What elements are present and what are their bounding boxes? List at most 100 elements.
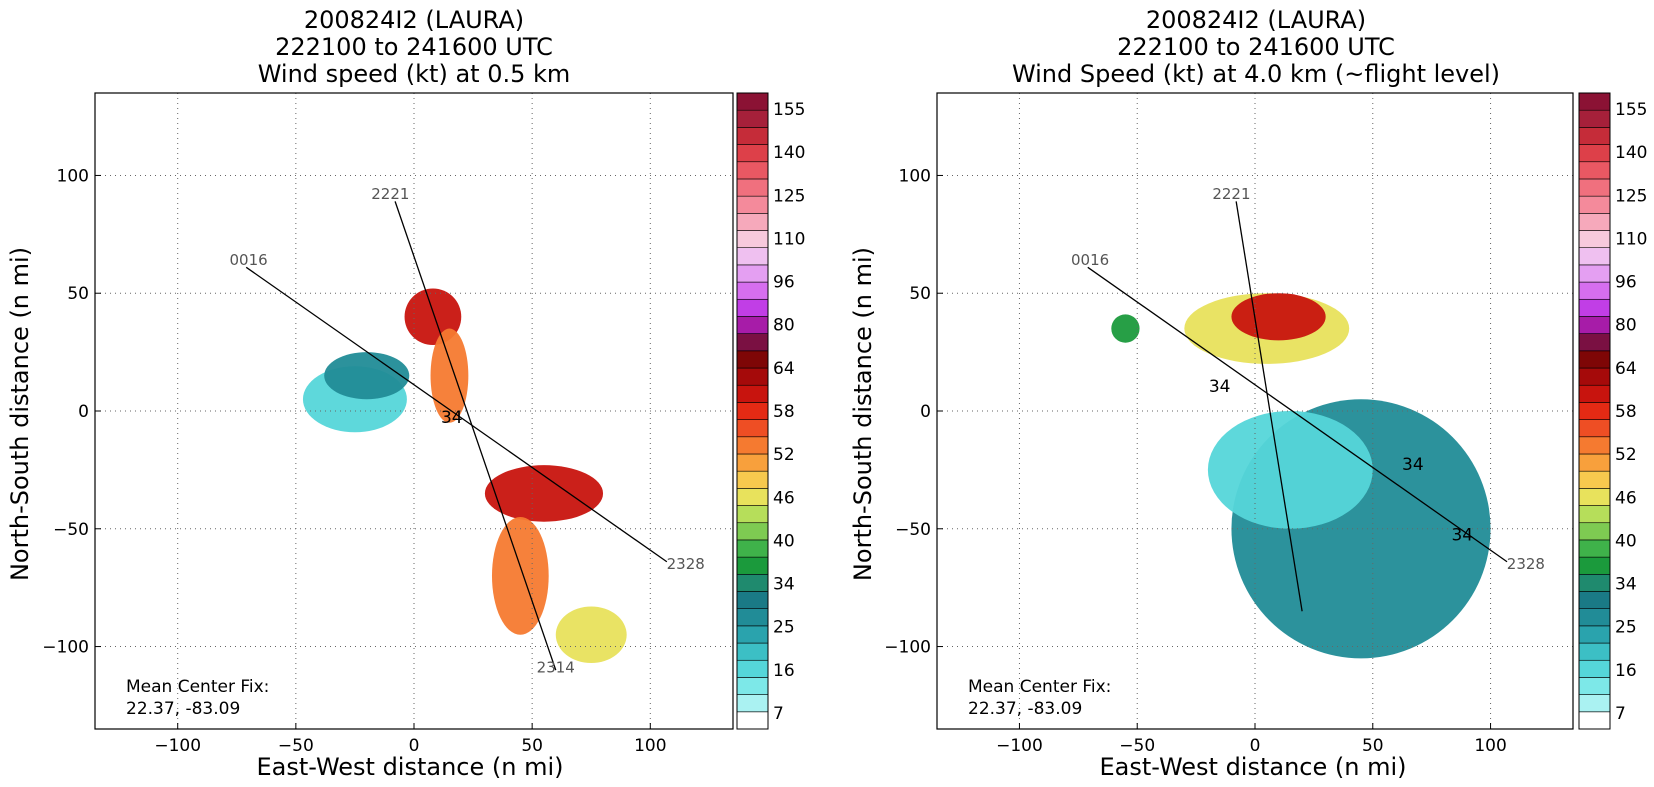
colorbar-swatch	[736, 419, 769, 438]
colorbar-swatch	[1578, 419, 1611, 438]
colorbar-swatch	[1578, 505, 1611, 524]
colorbar-swatch	[1578, 659, 1611, 678]
colorbar-swatch	[1578, 556, 1611, 575]
contour-label: 34	[1209, 377, 1231, 397]
colorbar-swatch	[1578, 436, 1611, 455]
colorbar: 155 140 125 110 96 80 64 58 52 46 40 34 25 16 7	[736, 92, 805, 730]
panel-title-line-2: 222100 to 241600 UTC	[275, 33, 553, 61]
colorbar-swatch	[736, 195, 769, 214]
wind-region-46	[555, 606, 627, 664]
colorbar-swatch	[736, 642, 769, 661]
colorbar-label: 58	[1615, 402, 1637, 422]
y-tick-label: 50	[909, 284, 931, 304]
x-tick-label: 0	[409, 736, 420, 756]
colorbar-label: 96	[773, 273, 795, 293]
colorbar-frame	[1578, 92, 1611, 730]
x-tick-label: −50	[1119, 736, 1155, 756]
y-tick-label: 0	[78, 402, 89, 422]
colorbar-swatch	[1578, 247, 1611, 266]
x-axis-label: East-West distance (n mi)	[256, 753, 563, 781]
colorbar-swatch	[1578, 384, 1611, 403]
colorbar-swatch	[1578, 608, 1611, 627]
colorbar-swatch	[1578, 711, 1611, 730]
track-time-label: 0016	[1071, 251, 1109, 269]
colorbar-swatch	[736, 625, 769, 644]
colorbar-swatch	[736, 384, 769, 403]
colorbar-swatch	[1578, 298, 1611, 317]
colorbar-label: 25	[773, 618, 795, 638]
center-fix-label: Mean Center Fix:	[968, 677, 1111, 697]
colorbar-swatch	[736, 230, 769, 249]
x-tick-label: 100	[1474, 736, 1506, 756]
colorbar-swatch	[736, 539, 769, 558]
colorbar-label: 16	[773, 661, 795, 681]
contour-label: 34	[1402, 455, 1424, 475]
x-tick-label: −50	[278, 736, 314, 756]
y-tick-label: 50	[67, 284, 89, 304]
colorbar-swatch	[736, 659, 769, 678]
track-time-label: 2328	[1507, 555, 1545, 573]
flight-track-segment	[394, 201, 557, 671]
y-tick-label: 100	[899, 166, 931, 186]
colorbar-label: 34	[1615, 575, 1637, 595]
track-time-label: 0016	[229, 251, 267, 269]
contour-label: 34	[1451, 526, 1473, 546]
track-time-label: 2314	[537, 658, 575, 676]
x-tick-label: −100	[154, 736, 201, 756]
colorbar-label: 110	[1615, 229, 1647, 249]
colorbar-swatch	[736, 350, 769, 369]
flight-track-segment	[1087, 266, 1508, 563]
colorbar-label: 46	[773, 488, 795, 508]
x-tick-label: 50	[1362, 736, 1384, 756]
colorbar-label: 64	[1615, 359, 1637, 379]
wind-field	[302, 288, 627, 664]
wind-region-34	[1111, 314, 1140, 343]
panel-title-line-1: 200824I2 (LAURA)	[1146, 6, 1366, 34]
colorbar-swatch	[1578, 642, 1611, 661]
colorbar-swatch	[1578, 573, 1611, 592]
colorbar-label: 140	[773, 143, 805, 163]
colorbar-swatch	[1578, 127, 1611, 145]
colorbar-swatch	[1578, 230, 1611, 249]
colorbar-swatch	[1578, 316, 1611, 334]
colorbar-swatch	[1578, 333, 1611, 352]
colorbar-swatch	[736, 127, 769, 145]
track-time-label: 2221	[371, 185, 409, 203]
x-tick-label: 0	[1250, 736, 1261, 756]
colorbar-swatch	[736, 470, 769, 489]
colorbar-swatch	[1578, 488, 1611, 506]
colorbar-swatch	[736, 161, 769, 180]
colorbar-swatch	[1578, 522, 1611, 541]
colorbar-swatch	[1578, 591, 1611, 609]
colorbar-swatch	[1578, 281, 1611, 300]
colorbar-label: 125	[773, 186, 805, 206]
colorbar-swatch	[736, 298, 769, 317]
colorbar-swatch	[736, 436, 769, 455]
panel-flight-level: 200824I2 (LAURA) 222100 to 241600 UTC Wi…	[849, 6, 1647, 781]
colorbar-label: 7	[1615, 704, 1626, 724]
colorbar-swatch	[1578, 367, 1611, 386]
colorbar-label: 80	[1615, 316, 1637, 336]
wind-region-16	[1207, 411, 1373, 529]
colorbar-swatch	[1578, 453, 1611, 472]
colorbar-swatch	[736, 333, 769, 352]
colorbar-swatch	[736, 488, 769, 506]
colorbar-frame	[736, 92, 769, 730]
y-tick-label: −100	[884, 638, 931, 658]
colorbar-swatch	[736, 453, 769, 472]
colorbar-swatch	[1578, 539, 1611, 558]
y-tick-label: 100	[57, 166, 89, 186]
panel-title-line-3: Wind speed (kt) at 0.5 km	[258, 60, 571, 88]
y-axis-label: North-South distance (n mi)	[849, 247, 877, 581]
center-fix-label: Mean Center Fix:	[126, 677, 269, 697]
panel-low-level: 200824I2 (LAURA) 222100 to 241600 UTC Wi…	[6, 6, 805, 781]
track-time-label: 2221	[1212, 185, 1250, 203]
wind-region-58	[1231, 293, 1326, 341]
colorbar-swatch	[736, 573, 769, 592]
colorbar-label: 52	[773, 445, 795, 465]
colorbar-swatch	[1578, 470, 1611, 489]
colorbar-label: 96	[1615, 273, 1637, 293]
y-tick-label: −50	[895, 520, 931, 540]
colorbar-swatch	[736, 213, 769, 231]
wind-region-25	[324, 352, 410, 400]
